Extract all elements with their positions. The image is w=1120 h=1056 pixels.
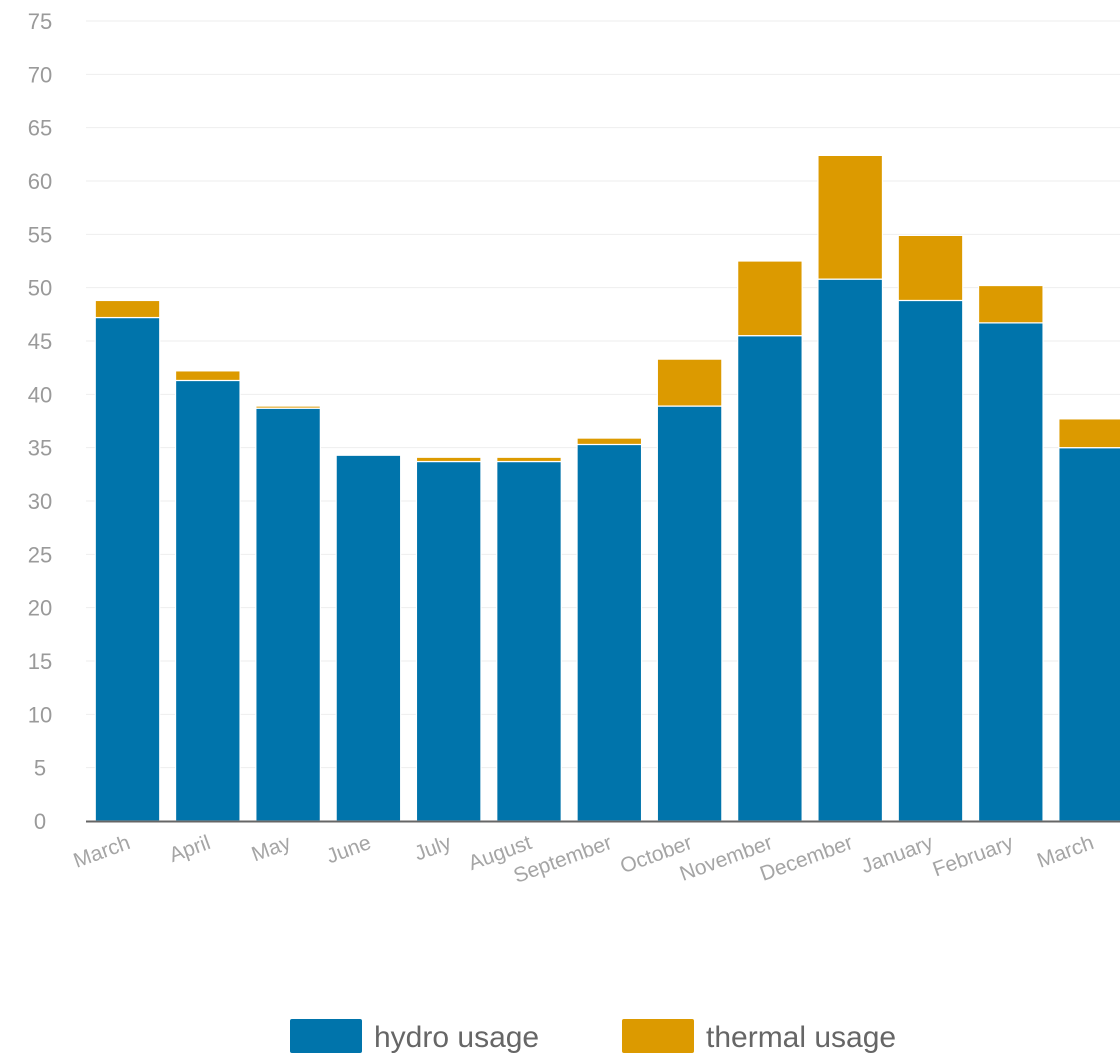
hydro-bar-10[interactable] (897, 299, 964, 822)
hydro-bar-0[interactable] (94, 316, 161, 822)
hydro-bar-9[interactable] (817, 278, 884, 822)
hydro-bar-2[interactable] (255, 407, 321, 822)
y-tick-label: 0 (34, 809, 46, 834)
y-tick-label: 40 (28, 382, 52, 407)
hydro-bar-1[interactable] (174, 379, 241, 822)
y-tick-label: 55 (28, 222, 52, 247)
bars (94, 154, 1120, 822)
thermal-bar-0[interactable] (94, 299, 161, 319)
y-tick-label: 70 (28, 62, 52, 87)
x-tick-label: March (71, 831, 134, 873)
thermal-bar-8[interactable] (737, 260, 803, 337)
y-tick-label: 35 (28, 436, 52, 461)
thermal-bar-12[interactable] (1058, 418, 1120, 449)
y-tick-label: 10 (28, 702, 52, 727)
x-tick-label: January (858, 831, 937, 878)
thermal-bar-11[interactable] (977, 284, 1044, 324)
thermal-bar-3[interactable] (335, 453, 402, 456)
y-tick-label: 15 (28, 649, 52, 674)
thermal-bar-9[interactable] (817, 154, 884, 280)
hydro-bar-11[interactable] (977, 322, 1044, 822)
y-tick-label: 30 (28, 489, 52, 514)
hydro-bar-6[interactable] (576, 443, 643, 822)
legend-item-thermal[interactable]: thermal usage (622, 1019, 896, 1054)
legend[interactable]: hydro usage thermal usage (290, 1019, 896, 1054)
thermal-bar-5[interactable] (496, 456, 562, 463)
y-tick-label: 60 (28, 169, 52, 194)
y-tick-label: 25 (28, 542, 52, 567)
thermal-bar-7[interactable] (656, 358, 723, 407)
thermal-bar-6[interactable] (576, 437, 643, 446)
x-tick-label: April (166, 831, 213, 867)
x-tick-label: May (249, 831, 295, 866)
y-tick-label: 75 (28, 9, 52, 34)
x-tick-label: February (930, 831, 1017, 882)
x-tick-label: November (677, 831, 776, 886)
y-axis-tick-labels: 0 5 10 15 20 25 30 35 40 45 50 55 60 65 70 75 (28, 9, 52, 834)
y-tick-label: 45 (28, 329, 52, 354)
thermal-bar-10[interactable] (897, 234, 964, 302)
thermal-bar-4[interactable] (415, 456, 482, 463)
y-tick-label: 5 (34, 756, 46, 781)
x-tick-label: June (323, 831, 374, 868)
y-tick-label: 65 (28, 116, 52, 141)
hydro-bar-5[interactable] (496, 460, 562, 822)
x-tick-label: March (1034, 831, 1097, 873)
x-tick-label: July (411, 831, 454, 866)
legend-label-hydro: hydro usage (374, 1021, 539, 1054)
legend-swatch-hydro (290, 1019, 362, 1053)
legend-label-thermal: thermal usage (706, 1021, 896, 1054)
legend-swatch-thermal (622, 1019, 694, 1053)
thermal-bar-2[interactable] (255, 405, 321, 409)
hydro-bar-8[interactable] (737, 335, 803, 822)
legend-item-hydro[interactable]: hydro usage (290, 1019, 539, 1054)
y-tick-label: 50 (28, 276, 52, 301)
hydro-bar-4[interactable] (415, 460, 482, 822)
hydro-bar-3[interactable] (335, 454, 402, 822)
x-tick-label: December (757, 831, 856, 886)
y-tick-label: 20 (28, 596, 52, 621)
hydro-bar-7[interactable] (656, 405, 723, 822)
hydro-bar-12[interactable] (1058, 447, 1120, 822)
thermal-bar-1[interactable] (174, 370, 241, 382)
